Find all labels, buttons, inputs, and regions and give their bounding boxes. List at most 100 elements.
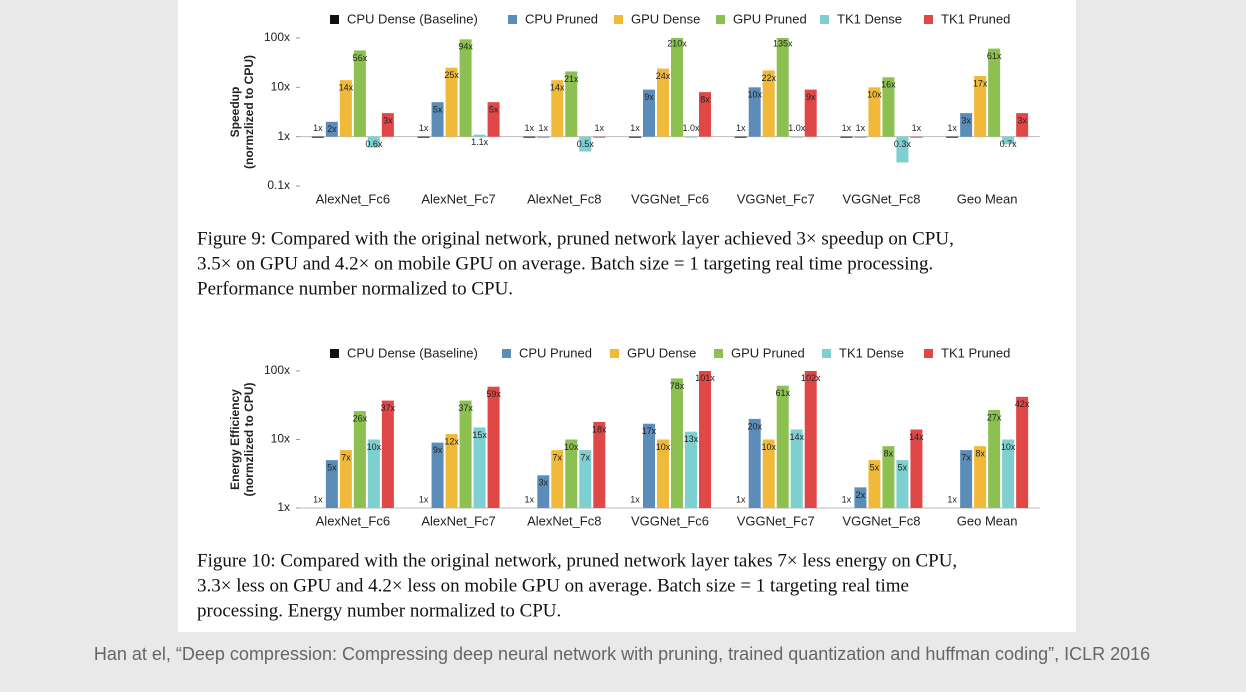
data-label: 1x (736, 494, 746, 504)
bar (734, 136, 747, 138)
data-label: 5x (870, 462, 880, 472)
bar (473, 427, 486, 508)
x-tick-label: AlexNet_Fc7 (421, 513, 495, 528)
bar (459, 39, 472, 137)
bar (946, 136, 959, 138)
data-label: 59x (486, 389, 501, 399)
bar (487, 102, 500, 137)
bar (431, 442, 444, 508)
data-label: 14x (550, 82, 565, 92)
x-tick-label: AlexNet_Fc8 (527, 513, 601, 528)
bar (537, 136, 550, 138)
legend-label: CPU Pruned (525, 11, 598, 26)
data-label: 1.0x (788, 123, 806, 133)
data-label: 0.7x (1000, 139, 1018, 149)
bar (960, 113, 973, 137)
legend-swatch (822, 349, 831, 358)
data-label: 56x (353, 53, 368, 63)
citation: Han at el, “Deep compression: Compressin… (94, 644, 1150, 664)
legend-swatch (614, 15, 623, 24)
data-label: 9x (433, 445, 443, 455)
plot (311, 38, 1029, 163)
caption-line: processing. Energy number normalized to … (197, 600, 561, 621)
x-tick-label: Geo Mean (957, 191, 1018, 206)
bar (974, 75, 987, 137)
data-label: 1.0x (682, 123, 700, 133)
data-label: 9x (806, 92, 816, 102)
data-label: 9x (644, 92, 654, 102)
bar (523, 136, 536, 138)
bar (629, 136, 641, 138)
data-label: 1x (947, 123, 957, 133)
bar (762, 439, 775, 508)
data-label: 8x (975, 449, 985, 459)
bar (1016, 396, 1029, 508)
data-label: 210x (667, 38, 687, 48)
data-label: 0.3x (894, 139, 912, 149)
bar (776, 38, 789, 137)
data-label: 3x (1017, 116, 1027, 126)
legend-swatch (716, 15, 725, 24)
bar (579, 136, 592, 152)
bar (974, 446, 987, 508)
bar (353, 50, 366, 137)
data-label: 102x (801, 373, 821, 383)
data-label: 5x (433, 105, 443, 115)
data-label: 17x (973, 78, 988, 88)
data-label: 13x (684, 434, 699, 444)
data-label: 61x (775, 388, 790, 398)
bar (748, 87, 761, 137)
bar (790, 136, 803, 138)
plot (325, 371, 1029, 508)
x-tick-label: VGGNet_Fc8 (842, 191, 920, 206)
data-label: 1x (736, 123, 746, 133)
data-label: 1x (419, 123, 429, 133)
data-label: 26x (353, 413, 368, 423)
data-label: 94x (458, 42, 473, 52)
bar (657, 68, 669, 137)
y-tick-label: 1x (277, 500, 290, 514)
data-label: 1x (595, 123, 605, 133)
data-label: 17x (642, 426, 657, 436)
data-label: 78x (670, 381, 685, 391)
bar (431, 102, 444, 137)
bar (699, 371, 711, 508)
x-tick-label: Geo Mean (957, 513, 1018, 528)
data-label: 2x (327, 124, 337, 134)
bar (699, 92, 711, 137)
data-label: 0.6x (365, 139, 383, 149)
data-label: 15x (472, 430, 487, 440)
y-tick-label: 100x (264, 363, 290, 377)
bar (367, 439, 380, 508)
bar (671, 38, 683, 137)
legend-label: TK1 Pruned (941, 11, 1010, 26)
bar (910, 136, 923, 138)
bar (381, 400, 394, 508)
data-label: 21x (564, 74, 579, 84)
legend-label: TK1 Pruned (941, 345, 1010, 360)
bar (593, 136, 606, 138)
y-axis-title: (normzlized to CPU) (242, 55, 256, 169)
data-label: 1x (912, 123, 922, 133)
data-label: 1x (630, 494, 640, 504)
bar (353, 411, 366, 508)
bar (643, 423, 655, 508)
data-label: 10x (656, 442, 671, 452)
bar (339, 450, 352, 508)
bar (840, 136, 853, 138)
bar (854, 136, 867, 138)
data-label: 1x (525, 123, 535, 133)
x-tick-label: VGGNet_Fc7 (737, 513, 815, 528)
data-label: 27x (987, 412, 1002, 422)
bar (325, 121, 338, 137)
legend-label: TK1 Dense (837, 11, 902, 26)
data-label: 3x (539, 478, 549, 488)
data-label: 61x (987, 51, 1002, 61)
bar (459, 400, 472, 508)
bar (762, 70, 775, 137)
x-tick-label: VGGNet_Fc8 (842, 513, 920, 528)
legend-label: GPU Dense (627, 345, 696, 360)
legend-swatch (924, 349, 933, 358)
data-label: 1x (313, 494, 323, 504)
